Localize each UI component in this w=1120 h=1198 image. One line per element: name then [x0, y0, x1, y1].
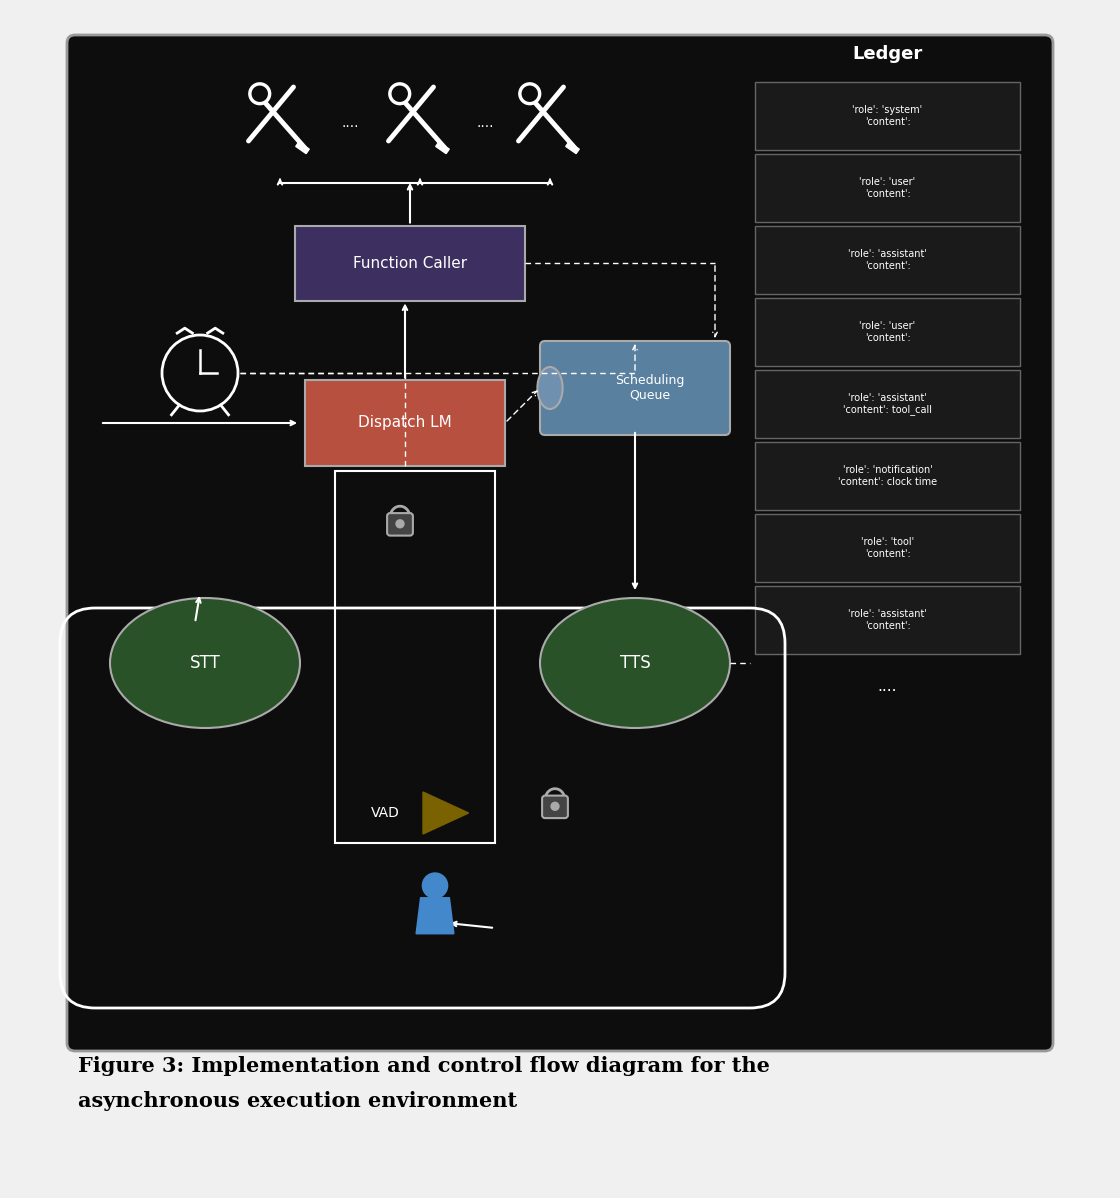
FancyBboxPatch shape	[755, 442, 1020, 510]
Text: ....: ....	[476, 116, 494, 131]
Circle shape	[250, 84, 270, 104]
FancyBboxPatch shape	[755, 514, 1020, 582]
FancyBboxPatch shape	[755, 155, 1020, 222]
Polygon shape	[296, 141, 309, 153]
Text: Function Caller: Function Caller	[353, 255, 467, 271]
Ellipse shape	[110, 598, 300, 728]
Text: 'role': 'assistant'
'content':: 'role': 'assistant' 'content':	[848, 249, 927, 271]
Text: asynchronous execution environment: asynchronous execution environment	[78, 1091, 517, 1111]
FancyBboxPatch shape	[755, 586, 1020, 654]
FancyBboxPatch shape	[755, 226, 1020, 294]
Text: Ledger: Ledger	[852, 46, 923, 63]
Circle shape	[422, 873, 448, 898]
Text: 'role': 'user'
'content':: 'role': 'user' 'content':	[859, 321, 915, 343]
FancyBboxPatch shape	[755, 370, 1020, 438]
Circle shape	[390, 84, 410, 104]
Ellipse shape	[540, 598, 730, 728]
Text: Figure 3: Implementation and control flow diagram for the: Figure 3: Implementation and control flo…	[78, 1055, 769, 1076]
FancyBboxPatch shape	[542, 795, 568, 818]
Polygon shape	[423, 792, 468, 834]
Circle shape	[551, 803, 559, 810]
Text: TTS: TTS	[619, 654, 651, 672]
Circle shape	[520, 84, 540, 104]
Text: VAD: VAD	[371, 806, 400, 819]
Text: 'role': 'assistant'
'content': tool_call: 'role': 'assistant' 'content': tool_call	[843, 393, 932, 416]
Polygon shape	[436, 141, 449, 153]
Text: ....: ....	[342, 116, 358, 131]
Text: 'role': 'system'
'content':: 'role': 'system' 'content':	[852, 105, 923, 127]
Text: Scheduling
Queue: Scheduling Queue	[615, 374, 684, 403]
Circle shape	[167, 339, 233, 406]
Polygon shape	[566, 141, 579, 153]
Ellipse shape	[538, 367, 562, 409]
Text: 'role': 'notification'
'content': clock time: 'role': 'notification' 'content': clock …	[838, 465, 937, 486]
Circle shape	[396, 520, 404, 528]
Text: Dispatch LM: Dispatch LM	[358, 416, 451, 430]
Polygon shape	[417, 897, 454, 933]
Text: 'role': 'tool'
'content':: 'role': 'tool' 'content':	[861, 537, 914, 558]
FancyBboxPatch shape	[295, 225, 525, 301]
FancyBboxPatch shape	[540, 341, 730, 435]
FancyBboxPatch shape	[388, 513, 413, 536]
Text: 'role': 'assistant'
'content':: 'role': 'assistant' 'content':	[848, 610, 927, 631]
Text: 'role': 'user'
'content':: 'role': 'user' 'content':	[859, 177, 915, 199]
Text: ....: ....	[878, 679, 897, 694]
FancyBboxPatch shape	[305, 381, 505, 466]
Text: STT: STT	[189, 654, 221, 672]
FancyBboxPatch shape	[755, 81, 1020, 150]
FancyBboxPatch shape	[755, 298, 1020, 367]
FancyBboxPatch shape	[67, 35, 1053, 1051]
